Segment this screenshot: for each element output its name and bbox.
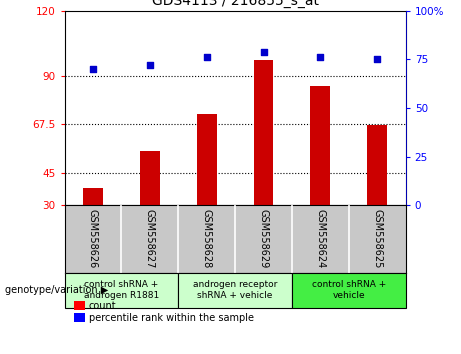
- Text: control shRNA +
androgen R1881: control shRNA + androgen R1881: [84, 280, 159, 300]
- Point: [89, 66, 97, 72]
- Text: GSM558625: GSM558625: [372, 209, 382, 268]
- Point: [260, 48, 267, 54]
- Text: percentile rank within the sample: percentile rank within the sample: [89, 313, 254, 323]
- Text: control shRNA +
vehicle: control shRNA + vehicle: [312, 280, 386, 300]
- Title: GDS4113 / 216855_s_at: GDS4113 / 216855_s_at: [152, 0, 319, 8]
- Bar: [178, 273, 292, 308]
- Text: GSM558629: GSM558629: [259, 209, 269, 268]
- Bar: [310, 86, 331, 205]
- Bar: [65, 273, 178, 308]
- Bar: [292, 273, 406, 308]
- Point: [146, 62, 154, 68]
- Point: [373, 57, 381, 62]
- Bar: [140, 151, 160, 205]
- Text: GSM558626: GSM558626: [88, 209, 98, 268]
- Text: androgen receptor
shRNA + vehicle: androgen receptor shRNA + vehicle: [193, 280, 278, 300]
- Point: [317, 55, 324, 60]
- Text: genotype/variation ▶: genotype/variation ▶: [5, 285, 108, 295]
- Bar: [367, 125, 387, 205]
- Text: GSM558624: GSM558624: [315, 209, 325, 268]
- Text: GSM558628: GSM558628: [201, 209, 212, 268]
- Bar: [254, 61, 273, 205]
- Bar: [197, 114, 217, 205]
- Text: count: count: [89, 301, 117, 311]
- Text: GSM558627: GSM558627: [145, 209, 155, 268]
- Point: [203, 55, 210, 60]
- Bar: [83, 188, 103, 205]
